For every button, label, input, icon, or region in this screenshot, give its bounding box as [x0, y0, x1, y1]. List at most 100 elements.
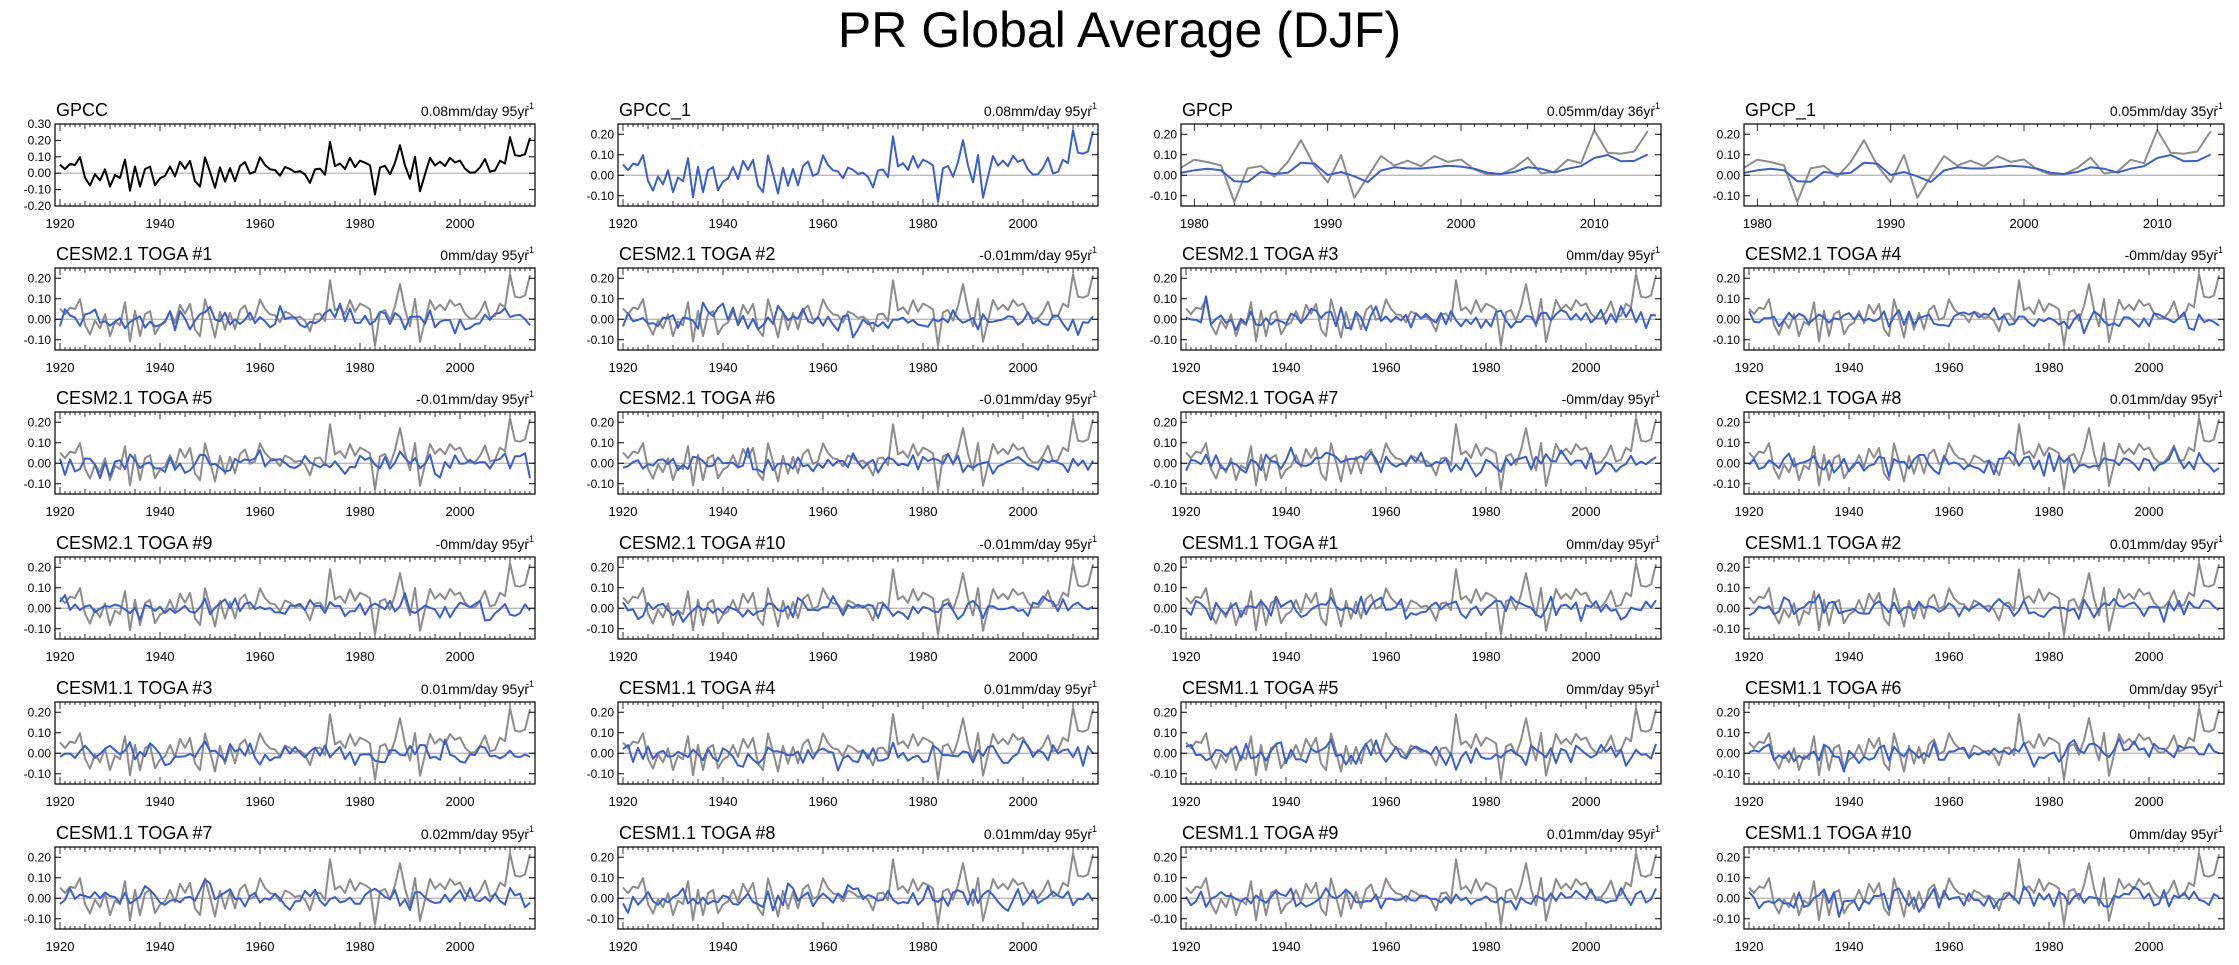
x-tick-label: 1960 — [1372, 794, 1401, 809]
x-tick-label: 1980 — [909, 649, 938, 664]
x-tick-label: 1940 — [1272, 649, 1301, 664]
panel-trend: -0mm/day 95yr — [2125, 247, 2219, 263]
trend-superscript: -1 — [1652, 245, 1660, 255]
y-tick-label: -0.10 — [1150, 912, 1178, 926]
y-tick-label: 0.00 — [591, 312, 615, 326]
panel-title: GPCC — [56, 100, 108, 120]
panel-title: GPCC_1 — [619, 100, 691, 121]
y-tick-label: 0.20 — [1154, 127, 1178, 141]
series-line-model — [1185, 295, 1657, 332]
series-line-model — [1185, 446, 1657, 478]
trend-superscript: -1 — [1652, 824, 1660, 834]
x-tick-label: 1920 — [46, 360, 75, 375]
x-tick-label: 1920 — [1172, 649, 1201, 664]
trend-superscript: -1 — [2215, 824, 2223, 834]
panel-22: CESM1.1 TOGA #8 0.01mm/day 95yr-1 -0.10 0.0… — [587, 823, 1099, 954]
panel-23: CESM1.1 TOGA #9 0.01mm/day 95yr-1 -0.10 0.0… — [1150, 823, 1662, 954]
panel-trend: 0mm/day 95yr — [1566, 247, 1655, 263]
x-tick-label: 1980 — [1472, 794, 1501, 809]
y-tick-label: 0.10 — [1717, 292, 1741, 306]
trend-superscript: -1 — [2215, 245, 2223, 255]
panel-10: CESM2.1 TOGA #6 -0.01mm/day 95yr-1 -0.10 0.… — [587, 388, 1099, 519]
y-tick-label: 0.20 — [591, 415, 615, 429]
y-tick-label: 0.10 — [1154, 726, 1178, 740]
x-tick-label: 1980 — [1743, 216, 1772, 231]
y-tick-label: 0.00 — [28, 312, 52, 326]
panel-19: CESM1.1 TOGA #5 0mm/day 95yr-1 -0.10 0.00 0.… — [1150, 678, 1662, 809]
trend-superscript: -1 — [526, 679, 534, 689]
panel-trend: 0.08mm/day 95yr — [984, 103, 1092, 119]
x-tick-label: 1960 — [1935, 649, 1964, 664]
y-tick-label: 0.10 — [28, 726, 52, 740]
series-line-reference — [622, 852, 1094, 926]
series-line-model — [59, 738, 531, 767]
panel-title: CESM1.1 TOGA #2 — [1745, 533, 1901, 553]
x-tick-label: 1960 — [1935, 504, 1964, 519]
series-line-model — [1748, 885, 2220, 918]
series-line-model — [622, 129, 1094, 203]
y-tick-label: 0.20 — [1154, 415, 1178, 429]
x-tick-label: 1960 — [1935, 360, 1964, 375]
panel-9: CESM2.1 TOGA #5 -0.01mm/day 95yr-1 -0.10 0.… — [24, 388, 536, 519]
trend-superscript: -1 — [2215, 389, 2223, 399]
y-tick-label: 0.20 — [1717, 271, 1741, 285]
panel-7: CESM2.1 TOGA #3 0mm/day 95yr-1 -0.10 0.00 0.… — [1150, 244, 1662, 375]
x-tick-label: 1980 — [909, 939, 938, 954]
trend-superscript: -1 — [1089, 389, 1097, 399]
x-tick-label: 1960 — [246, 939, 275, 954]
x-tick-label: 1980 — [346, 360, 375, 375]
y-tick-label: 0.20 — [591, 271, 615, 285]
series-line-model — [622, 739, 1094, 772]
panel-8: CESM2.1 TOGA #4 -0mm/day 95yr-1 -0.10 0.00 0… — [1713, 244, 2225, 375]
y-tick-label: 0.20 — [28, 415, 52, 429]
panel-1: GPCC 0.08mm/day 95yr-1 -0.20 -0.10 0.00 0.10 0… — [24, 100, 536, 231]
y-tick-label: 0.20 — [1717, 415, 1741, 429]
panel-5: CESM2.1 TOGA #1 0mm/day 95yr-1 -0.10 0.00 0.… — [24, 244, 536, 375]
y-tick-label: 0.00 — [1154, 456, 1178, 470]
y-tick-label: 0.00 — [28, 746, 52, 760]
panel-title: CESM2.1 TOGA #9 — [56, 533, 212, 553]
panel-trend: 0mm/day 95yr — [1566, 681, 1655, 697]
x-tick-label: 1960 — [809, 649, 838, 664]
x-tick-label: 1940 — [1272, 504, 1301, 519]
x-tick-label: 1960 — [246, 360, 275, 375]
x-tick-label: 1960 — [246, 649, 275, 664]
y-tick-label: -0.10 — [587, 477, 615, 491]
y-tick-label: 0.00 — [1154, 891, 1178, 905]
x-tick-label: 1980 — [2035, 504, 2064, 519]
panel-title: GPCP_1 — [1745, 100, 1816, 121]
y-tick-label: 0.00 — [28, 891, 52, 905]
x-tick-label: 2000 — [1572, 649, 1601, 664]
x-tick-label: 1980 — [1472, 649, 1501, 664]
y-tick-label: 0.00 — [591, 891, 615, 905]
x-tick-label: 1960 — [1372, 939, 1401, 954]
panel-title: CESM2.1 TOGA #1 — [56, 244, 212, 264]
y-tick-label: -0.10 — [1713, 189, 1741, 203]
panel-title: CESM1.1 TOGA #1 — [1182, 533, 1338, 553]
x-tick-label: 1980 — [346, 649, 375, 664]
y-tick-label: 0.10 — [591, 726, 615, 740]
trend-superscript: -1 — [2215, 679, 2223, 689]
x-tick-label: 1920 — [46, 216, 75, 231]
x-tick-label: 2000 — [2135, 649, 2164, 664]
panel-title: CESM1.1 TOGA #8 — [619, 823, 775, 843]
series-line-reference — [1185, 562, 1657, 636]
series-line-reference — [59, 562, 531, 636]
panel-14: CESM2.1 TOGA #10 -0.01mm/day 95yr-1 -0.10 0… — [587, 533, 1099, 664]
series-line-reference — [622, 707, 1094, 781]
y-tick-label: -0.10 — [1713, 622, 1741, 636]
panel-trend: 0.05mm/day 36yr — [1547, 103, 1655, 119]
series-line-reference — [622, 417, 1094, 491]
series-line-model — [622, 882, 1094, 914]
trend-superscript: -1 — [526, 389, 534, 399]
panel-trend: 0.01mm/day 95yr — [984, 681, 1092, 697]
x-tick-label: 1960 — [809, 504, 838, 519]
x-tick-label: 1920 — [609, 794, 638, 809]
series-line-reference — [1748, 707, 2220, 781]
y-tick-label: 0.00 — [1154, 746, 1178, 760]
series-line-model — [1748, 307, 2220, 335]
series-line-model — [622, 301, 1094, 339]
y-tick-label: 0.00 — [1154, 601, 1178, 615]
panel-title: CESM2.1 TOGA #8 — [1745, 388, 1901, 408]
panel-16: CESM1.1 TOGA #2 0.01mm/day 95yr-1 -0.10 0.0… — [1713, 533, 2225, 664]
